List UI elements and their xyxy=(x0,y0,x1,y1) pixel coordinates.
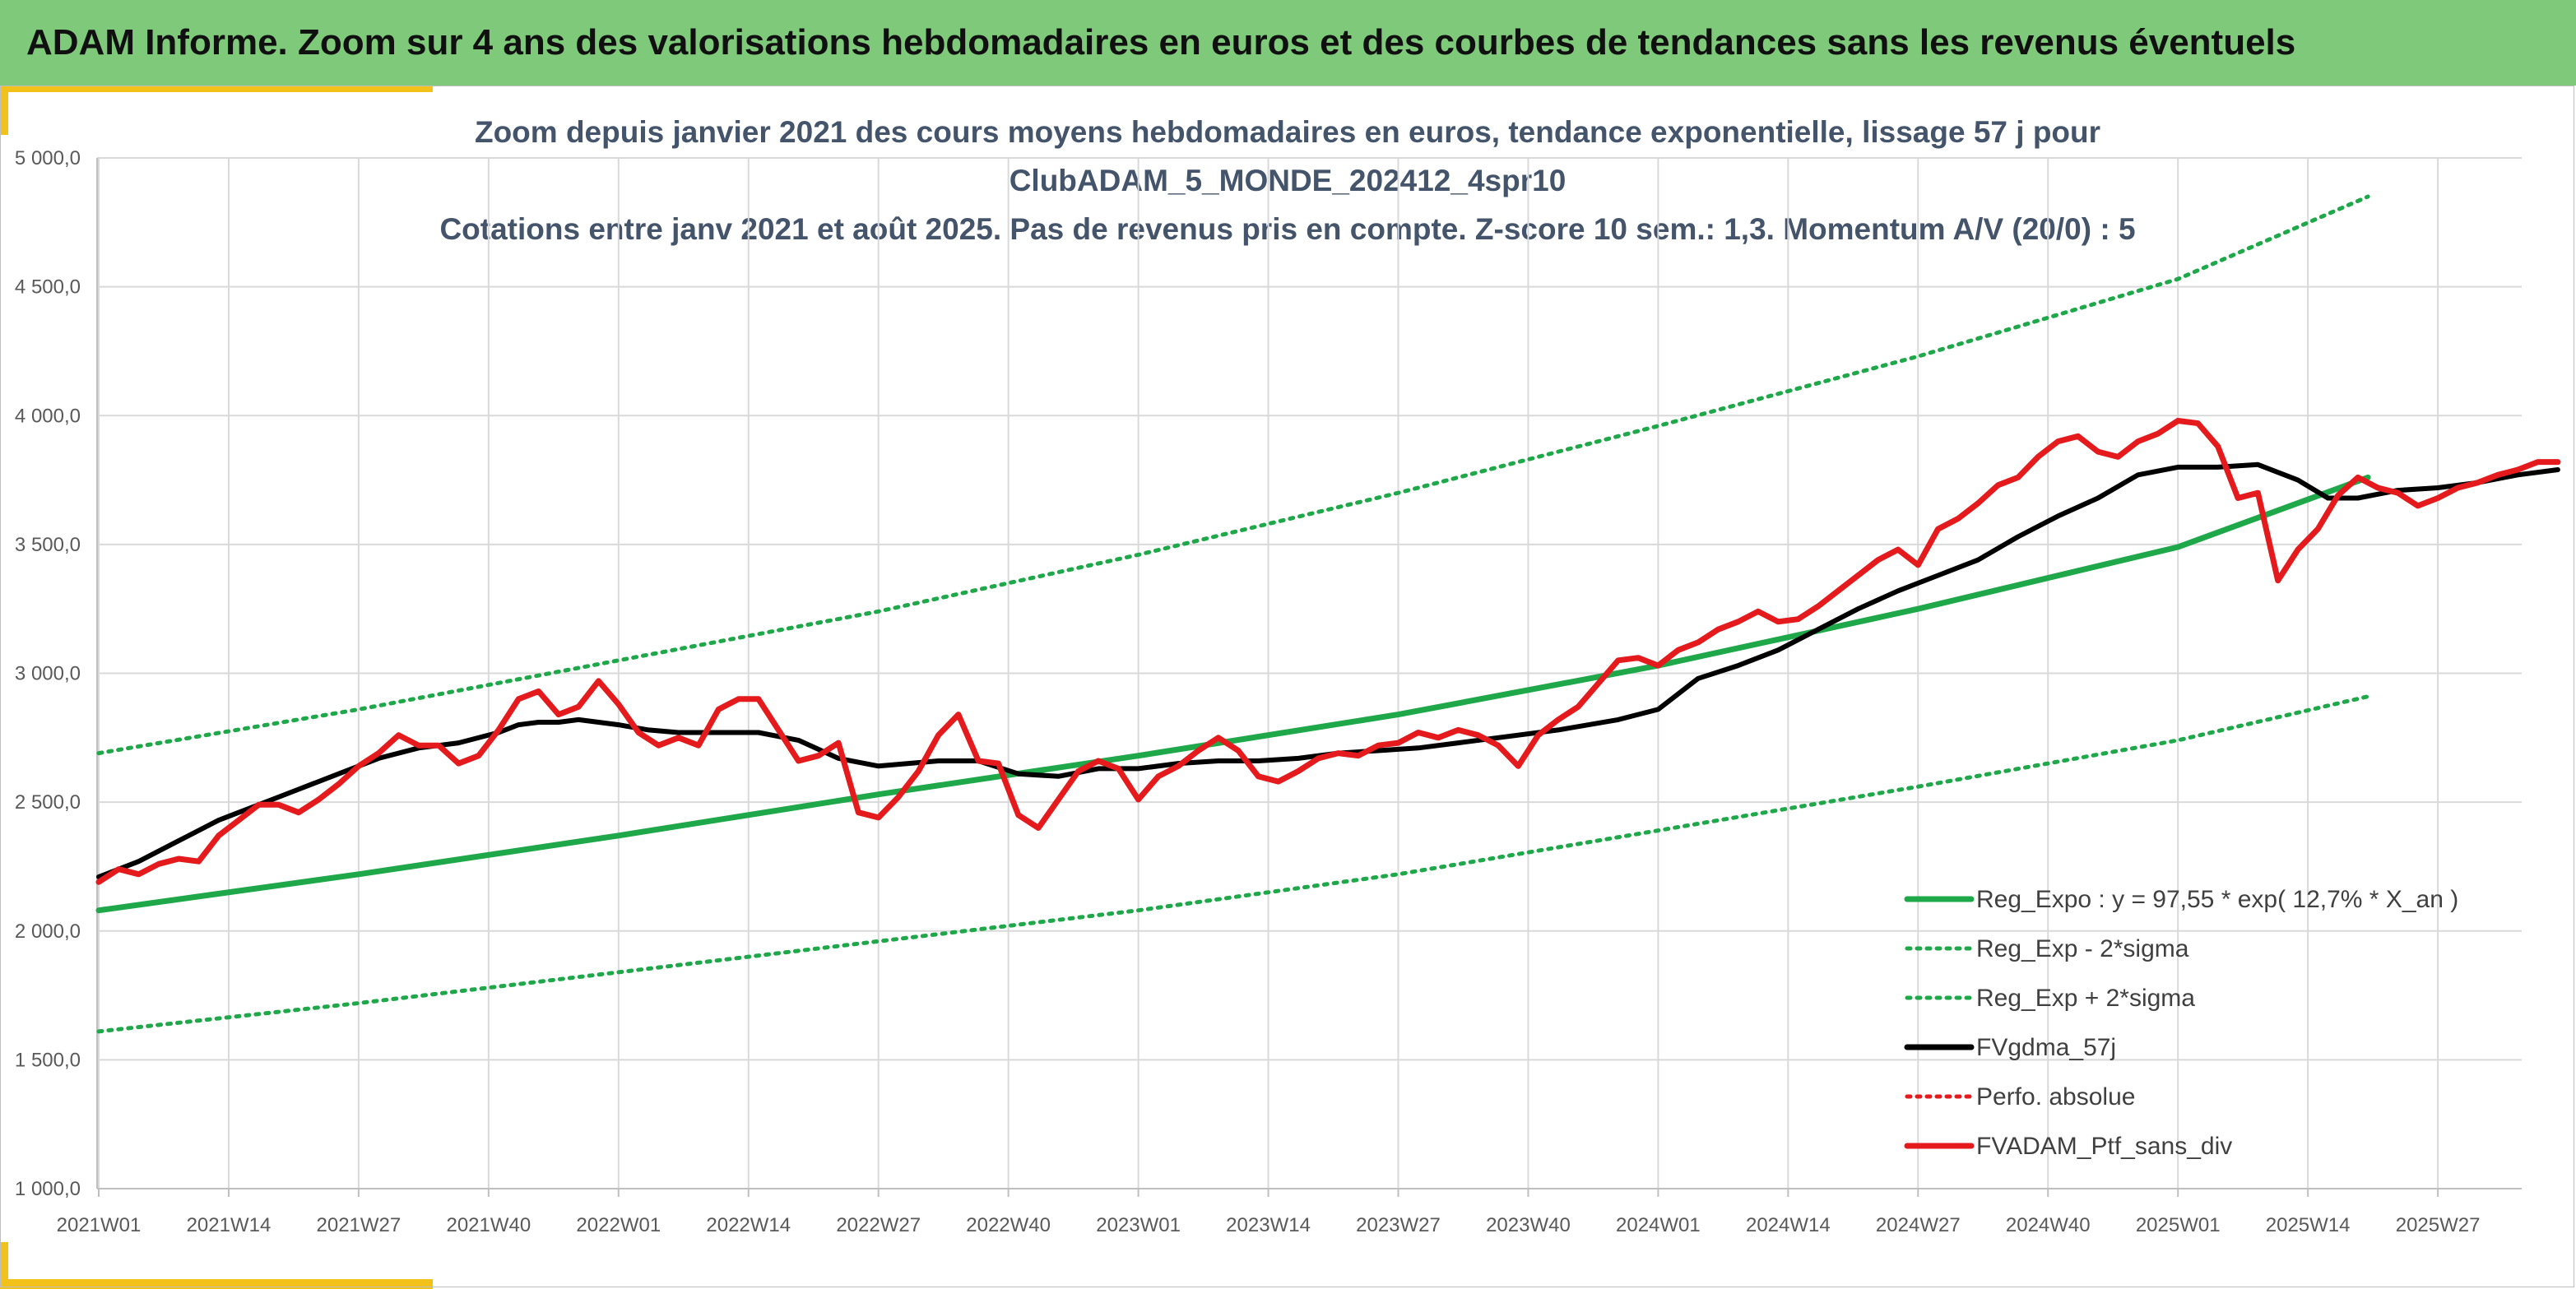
x-tick-label: 2024W01 xyxy=(1616,1214,1701,1236)
chart-title-line: Zoom depuis janvier 2021 des cours moyen… xyxy=(475,115,2100,149)
series-fvgdma-57j-line xyxy=(96,461,2560,879)
legend-label: Reg_Exp - 2*sigma xyxy=(1976,935,2189,962)
y-tick-label: 4 500,0 xyxy=(15,276,81,299)
chart-title-line: Cotations entre janv 2021 et août 2025. … xyxy=(439,212,2135,246)
legend-label: Reg_Exp + 2*sigma xyxy=(1976,985,2195,1012)
legend-label: FVgdma_57j xyxy=(1976,1034,2116,1061)
y-tick-label: 4 000,0 xyxy=(15,405,81,427)
accent-bar-bottom-left xyxy=(0,1242,8,1289)
series-reg-minus-2sigma-line xyxy=(96,694,2370,1034)
x-tick-label: 2023W27 xyxy=(1356,1214,1441,1236)
y-tick-label: 1 500,0 xyxy=(15,1049,81,1071)
y-axis: 1 000,0 1 500,0 2 000,0 2 500,0 3 000,0 3 500… xyxy=(15,147,81,1200)
plot-series xyxy=(95,194,2561,1034)
chart-title: Zoom depuis janvier 2021 des cours moyen… xyxy=(439,115,2135,246)
legend-label: Reg_Expo : y = 97,55 * exp( 12,7% * X_an… xyxy=(1976,886,2458,913)
x-tick-label: 2021W27 xyxy=(317,1214,401,1236)
x-tick-label: 2022W01 xyxy=(576,1214,661,1236)
x-tick-label: 2021W01 xyxy=(57,1214,142,1236)
y-tick-label: 2 500,0 xyxy=(15,791,81,814)
legend: Reg_Expo : y = 97,55 * exp( 12,7% * X_an… xyxy=(1904,886,2458,1160)
y-tick-label: 1 000,0 xyxy=(15,1178,81,1200)
x-tick-label: 2022W14 xyxy=(706,1214,791,1236)
x-tick-label: 2024W27 xyxy=(1876,1214,1961,1236)
y-tick-label: 2 000,0 xyxy=(15,920,81,943)
page-title: ADAM Informe. Zoom sur 4 ans des valoris… xyxy=(26,22,2296,63)
accent-bar-top xyxy=(0,86,433,92)
header-bar: ADAM Informe. Zoom sur 4 ans des valoris… xyxy=(0,0,2576,86)
series-fvadam-ptf-line xyxy=(95,418,2561,885)
y-tick-label: 5 000,0 xyxy=(15,147,81,169)
series-reg-expo-line xyxy=(95,474,2371,914)
y-tick-label: 3 000,0 xyxy=(15,663,81,685)
x-tick-label: 2021W40 xyxy=(446,1214,531,1236)
x-tick-label: 2023W40 xyxy=(1486,1214,1571,1236)
series-reg-plus-2sigma-line xyxy=(96,194,2370,756)
x-tick-label: 2025W01 xyxy=(2136,1214,2221,1236)
x-tick-label: 2025W14 xyxy=(2266,1214,2351,1236)
legend-label: Perfo. absolue xyxy=(1976,1083,2135,1110)
x-tick-label: 2022W27 xyxy=(836,1214,921,1236)
x-tick-label: 2022W40 xyxy=(966,1214,1051,1236)
x-tick-label: 2023W14 xyxy=(1226,1214,1311,1236)
x-tick-label: 2024W14 xyxy=(1746,1214,1831,1236)
chart-title-line: ClubADAM_5_MONDE_202412_4spr10 xyxy=(1010,164,1566,197)
y-tick-label: 3 500,0 xyxy=(15,534,81,556)
accent-bar-left xyxy=(0,86,8,135)
x-tick-label: 2024W40 xyxy=(2006,1214,2091,1236)
x-axis: 2021W01 2021W14 2021W27 2021W40 2022W01 2022W… xyxy=(57,1189,2481,1236)
grid xyxy=(96,157,2522,1189)
x-tick-label: 2021W14 xyxy=(187,1214,272,1236)
x-tick-label: 2025W27 xyxy=(2396,1214,2481,1236)
legend-label: FVADAM_Ptf_sans_div xyxy=(1976,1133,2232,1160)
x-tick-label: 2023W01 xyxy=(1096,1214,1181,1236)
